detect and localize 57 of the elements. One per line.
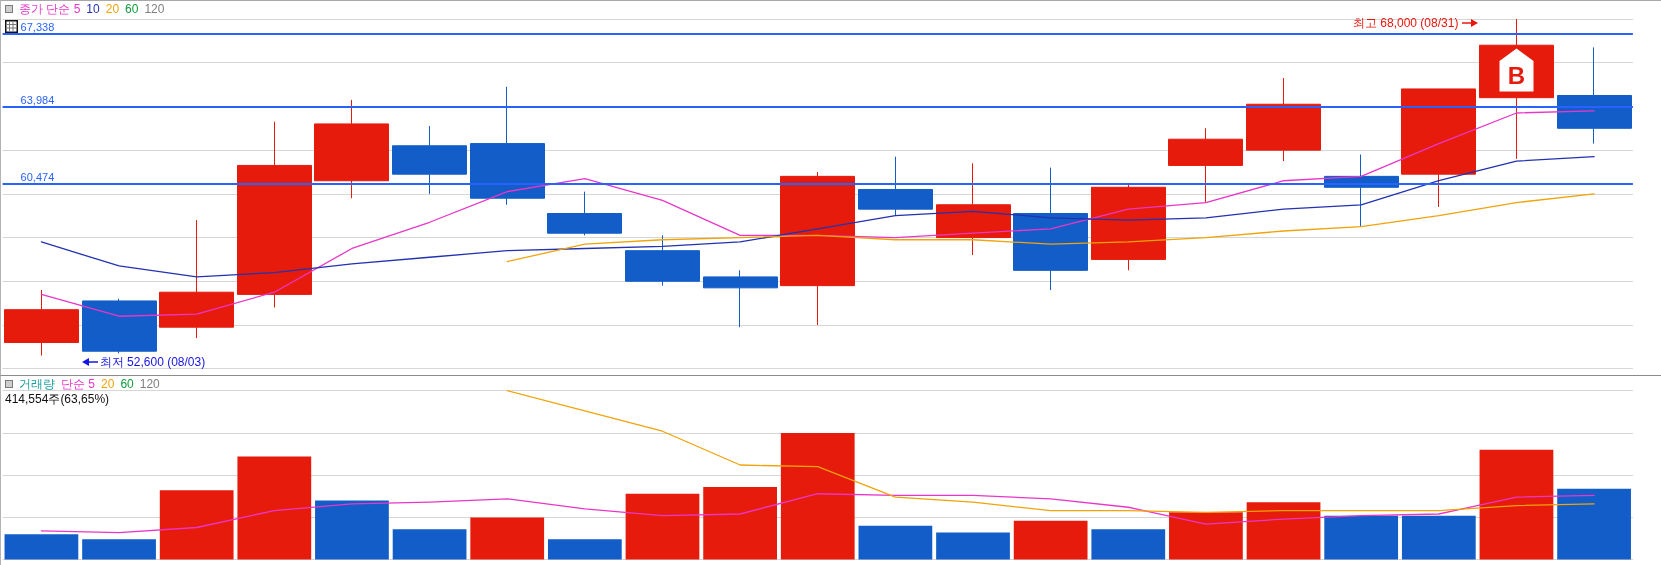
bar <box>1246 502 1321 560</box>
bar <box>1557 488 1631 560</box>
bar <box>315 500 389 560</box>
text: 종가 단순 5 <box>19 2 81 16</box>
candlestick <box>314 99 389 199</box>
bar <box>392 529 467 560</box>
text: 20 <box>101 377 115 391</box>
candlestick <box>392 125 467 195</box>
candlestick <box>780 171 855 326</box>
candlestick <box>703 269 778 328</box>
bar <box>1479 449 1554 560</box>
annotation: 최고 68,000 (08/31) <box>1353 16 1459 30</box>
text: 20 <box>105 2 120 16</box>
bar <box>1401 515 1476 560</box>
legend-label: 60 <box>125 2 139 16</box>
annotation: 414,554주(63,65%) <box>5 392 110 406</box>
candlestick <box>858 156 933 217</box>
candlestick <box>159 219 234 339</box>
ref-line-label: 63,984 <box>20 94 55 107</box>
text: 단순 5 <box>61 377 96 391</box>
bar <box>1169 512 1243 560</box>
legend-title: 거래량 <box>19 377 55 391</box>
candlestick <box>547 191 622 236</box>
bar <box>1091 529 1166 560</box>
candlestick <box>1401 88 1476 208</box>
bar <box>82 539 156 560</box>
bar <box>237 456 312 560</box>
bar <box>625 493 700 560</box>
bar <box>936 532 1010 560</box>
candlestick <box>1091 182 1166 271</box>
legend-label: 120 <box>144 2 165 16</box>
candlestick <box>237 121 312 308</box>
candlestick <box>1246 77 1321 162</box>
bar <box>4 534 79 560</box>
bar <box>547 539 622 560</box>
bar <box>1013 520 1088 560</box>
text: 10 <box>86 2 100 16</box>
candlestick <box>4 289 79 357</box>
annotation: B <box>1507 62 1526 90</box>
bar <box>1324 515 1399 560</box>
candlestick <box>470 86 545 206</box>
ref-line-label: 67,338 <box>20 20 55 33</box>
ref-line-label: 60,474 <box>20 170 55 183</box>
candlestick <box>1557 46 1632 145</box>
candlestick <box>936 162 1011 256</box>
legend-label: 60 <box>120 377 134 391</box>
candlestick <box>1013 167 1088 291</box>
bar <box>780 432 855 560</box>
candlestick <box>82 298 157 354</box>
bar <box>470 517 545 560</box>
annotation: 최저 52,600 (08/03) <box>99 354 206 369</box>
bar <box>159 490 234 560</box>
bar <box>858 525 933 560</box>
candlestick <box>625 234 700 287</box>
legend-label: 120 <box>139 377 160 391</box>
bar <box>703 486 777 560</box>
candlestick <box>1168 127 1243 204</box>
